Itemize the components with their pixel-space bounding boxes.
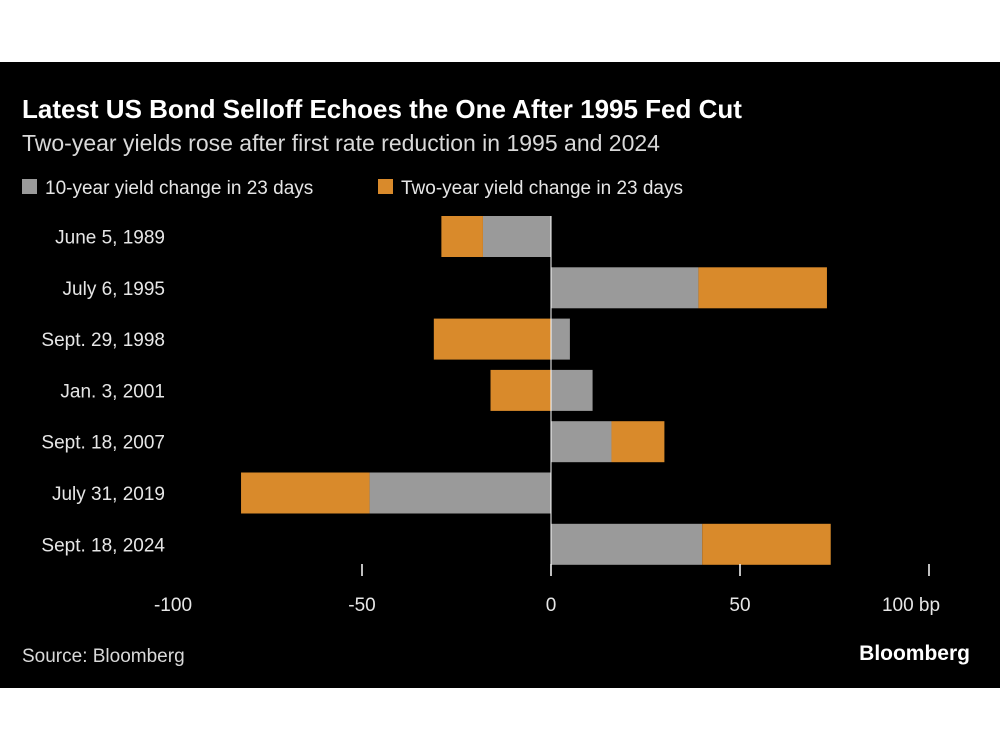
x-tick-label-0: 0 bbox=[546, 595, 557, 616]
bar-two-year-june-5-1989 bbox=[441, 216, 483, 257]
bar-10-year-sept-29-1998 bbox=[551, 318, 570, 360]
bar-two-year-jan-3-2001 bbox=[490, 369, 551, 411]
legend-swatch-10-year bbox=[22, 179, 37, 194]
bar-two-year-sept-18-2007 bbox=[611, 421, 665, 463]
legend-label-two-year: Two-year yield change in 23 days bbox=[401, 178, 683, 199]
category-label-sept-29-1998: Sept. 29, 1998 bbox=[41, 330, 165, 351]
category-labels: June 5, 1989 July 6, 1995 Sept. 29, 1998 Ja… bbox=[41, 228, 165, 557]
bars bbox=[241, 216, 831, 565]
category-label-jan-3-2001: Jan. 3, 2001 bbox=[60, 381, 165, 402]
legend: 10-year yield change in 23 days Two-year… bbox=[22, 178, 683, 199]
bar-10-year-sept-18-2024 bbox=[551, 523, 703, 565]
bar-two-year-sept-18-2024 bbox=[702, 523, 831, 565]
chart-subtitle: Two-year yields rose after first rate re… bbox=[22, 130, 660, 156]
bar-10-year-june-5-1989 bbox=[482, 216, 551, 257]
category-label-july-31-2019: July 31, 2019 bbox=[52, 484, 165, 505]
category-label-sept-18-2007: Sept. 18, 2007 bbox=[41, 433, 165, 454]
bar-10-year-july-6-1995 bbox=[551, 267, 699, 309]
bar-10-year-jan-3-2001 bbox=[551, 369, 593, 411]
bar-10-year-sept-18-2007 bbox=[551, 421, 612, 463]
bar-two-year-july-31-2019 bbox=[241, 472, 370, 514]
chart: Latest US Bond Selloff Echoes the One Af… bbox=[22, 94, 970, 667]
chart-title: Latest US Bond Selloff Echoes the One Af… bbox=[22, 94, 742, 124]
legend-swatch-two-year bbox=[378, 179, 393, 194]
x-tick-label-50: 50 bbox=[729, 595, 750, 616]
x-tick-label-100: -100 bbox=[154, 595, 192, 616]
category-label-sept-18-2024: Sept. 18, 2024 bbox=[41, 535, 165, 556]
category-label-june-5-1989: June 5, 1989 bbox=[55, 228, 165, 249]
category-label-july-6-1995: July 6, 1995 bbox=[63, 279, 165, 300]
x-axis: -100 -50 0 50 100 bp bbox=[154, 564, 940, 616]
brand-logo: Bloomberg bbox=[859, 642, 970, 665]
chart-card: Latest US Bond Selloff Echoes the One Af… bbox=[0, 62, 1000, 688]
bar-two-year-july-6-1995 bbox=[698, 267, 827, 309]
x-tick-label-100: 100 bp bbox=[882, 595, 940, 616]
x-tick-label-50: -50 bbox=[348, 595, 375, 616]
bar-two-year-sept-29-1998 bbox=[433, 318, 551, 360]
source-note: Source: Bloomberg bbox=[22, 646, 185, 667]
legend-label-10-year: 10-year yield change in 23 days bbox=[45, 178, 313, 199]
bar-10-year-july-31-2019 bbox=[369, 472, 551, 514]
